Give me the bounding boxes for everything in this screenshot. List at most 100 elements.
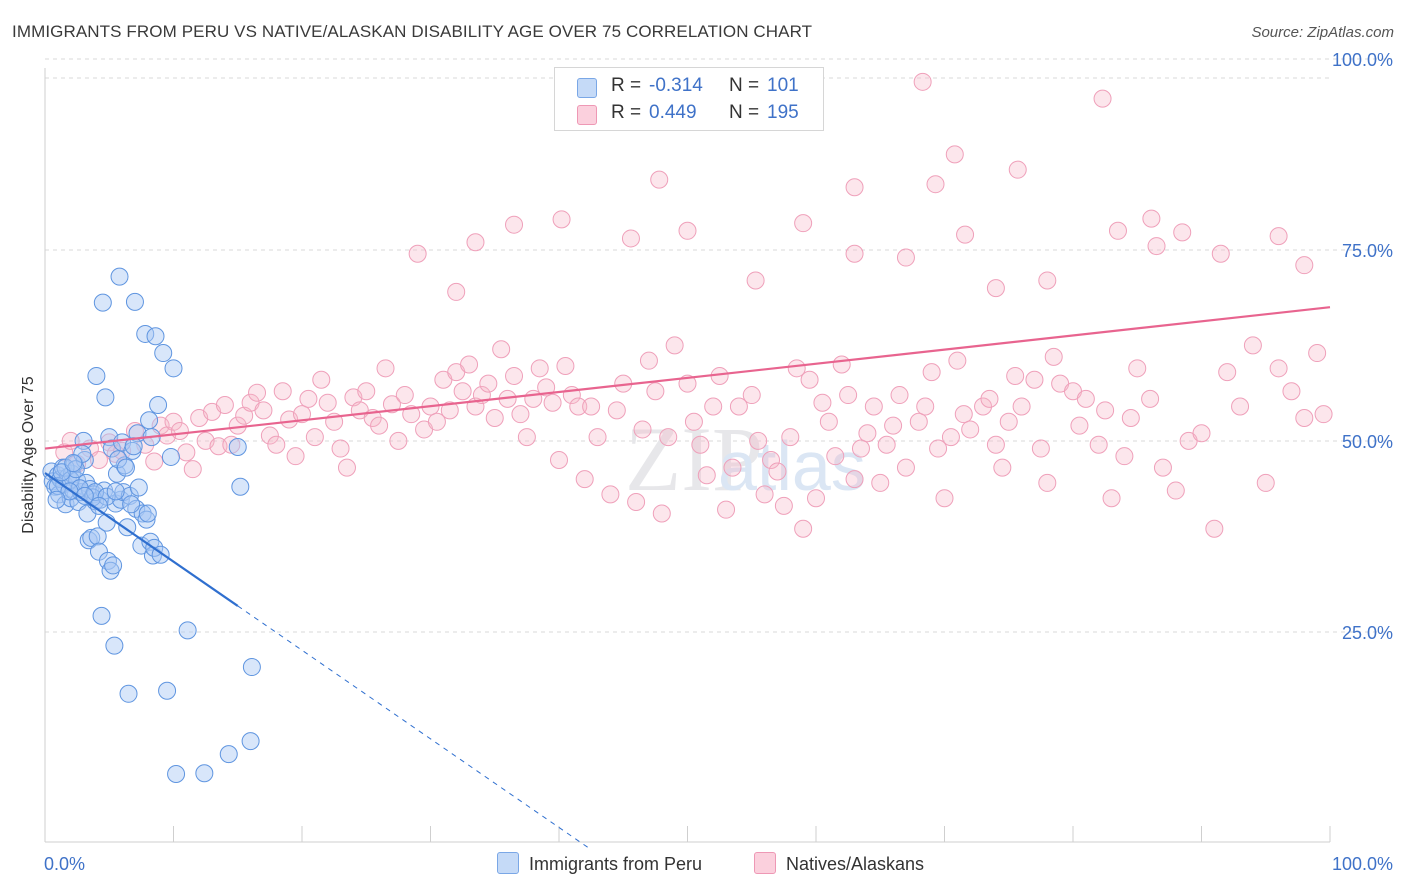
point-natives-alaskans [1218,363,1237,382]
point-immigrants-from-peru [97,487,116,506]
point-immigrants-from-peru [87,366,106,385]
series-natives-alaskans [55,72,1333,538]
point-natives-alaskans [704,397,723,416]
point-natives-alaskans [1008,160,1027,179]
point-natives-alaskans [742,386,761,405]
point-natives-alaskans [305,428,324,447]
point-immigrants-from-peru [92,606,111,625]
tick-labels: 25.0% 50.0% 75.0% 100.0% 0.0% 100.0% [44,50,1393,874]
point-immigrants-from-peru [116,458,135,477]
point-natives-alaskans [948,351,967,370]
point-natives-alaskans [999,412,1018,431]
point-natives-alaskans [1115,447,1134,466]
point-natives-alaskans [575,470,594,489]
point-natives-alaskans [177,443,196,462]
point-natives-alaskans [993,458,1012,477]
point-natives-alaskans [273,382,292,401]
point-natives-alaskans [926,175,945,194]
point-immigrants-from-peru [228,438,247,457]
point-immigrants-from-peru [93,293,112,312]
watermark: ZIP atlas [625,408,866,510]
point-natives-alaskans [941,428,960,447]
point-natives-alaskans [485,408,504,427]
point-natives-alaskans [916,397,935,416]
point-natives-alaskans [318,393,337,412]
watermark-zip: ZIP [625,408,763,510]
point-natives-alaskans [453,382,472,401]
legend-label-natives: Natives/Alaskans [786,854,925,874]
point-natives-alaskans [408,244,427,263]
point-natives-alaskans [755,485,774,504]
point-natives-alaskans [986,279,1005,298]
point-natives-alaskans [621,229,640,248]
point-natives-alaskans [517,428,536,447]
n-label: N = [729,102,760,123]
y-tick-label: 50.0% [1342,432,1393,452]
point-natives-alaskans [215,395,234,414]
point-natives-alaskans [665,336,684,355]
point-natives-alaskans [460,355,479,374]
point-natives-alaskans [954,405,973,424]
legend-swatch-peru [497,852,519,874]
point-natives-alaskans [582,397,601,416]
point-natives-alaskans [511,405,530,424]
y-tick-label: 25.0% [1342,623,1393,643]
point-natives-alaskans [1147,237,1166,256]
point-natives-alaskans [447,282,466,301]
point-natives-alaskans [1211,244,1230,263]
natives-swatch [577,105,597,125]
point-natives-alaskans [1096,401,1115,420]
point-immigrants-from-peru [101,561,120,580]
point-natives-alaskans [267,435,286,454]
chart-title: IMMIGRANTS FROM PERU VS NATIVE/ALASKAN D… [12,22,813,41]
source-attribution: Source: ZipAtlas.com [1251,24,1394,41]
point-immigrants-from-peru [149,395,168,414]
peru-swatch [577,78,597,98]
point-natives-alaskans [530,359,549,378]
point-natives-alaskans [684,412,703,431]
point-natives-alaskans [961,420,980,439]
point-natives-alaskans [845,244,864,263]
point-natives-alaskans [659,428,678,447]
point-natives-alaskans [1093,89,1112,108]
point-natives-alaskans [929,439,948,458]
point-natives-alaskans [913,72,932,91]
point-natives-alaskans [746,271,765,290]
point-natives-alaskans [601,485,620,504]
point-natives-alaskans [331,439,350,458]
point-immigrants-from-peru [47,490,66,509]
point-immigrants-from-peru [105,636,124,655]
point-natives-alaskans [479,374,498,393]
n-label: N = [729,75,760,96]
point-natives-alaskans [569,397,588,416]
point-natives-alaskans [588,428,607,447]
point-immigrants-from-peru [102,439,121,458]
point-natives-alaskans [254,401,273,420]
point-natives-alaskans [1038,473,1057,492]
point-natives-alaskans [896,248,915,267]
point-natives-alaskans [1231,397,1250,416]
point-natives-alaskans [89,451,108,469]
point-immigrants-from-peru [154,344,173,363]
point-immigrants-from-peru [167,765,186,784]
point-natives-alaskans [858,424,877,443]
series-immigrants-from-peru [42,267,261,784]
point-immigrants-from-peru [106,482,125,501]
point-immigrants-from-peru [82,528,101,547]
point-natives-alaskans [389,431,408,450]
point-natives-alaskans [286,447,305,466]
point-natives-alaskans [1153,458,1172,477]
point-immigrants-from-peru [146,327,165,346]
r-value: 0.449 [649,102,697,123]
point-natives-alaskans [556,357,575,376]
trend-line-immigrants-from-peru [44,472,239,607]
point-natives-alaskans [980,389,999,408]
y-tick-label: 100.0% [1332,50,1393,70]
point-natives-alaskans [627,493,646,512]
point-immigrants-from-peru [140,411,159,430]
point-immigrants-from-peru [231,477,250,496]
point-natives-alaskans [922,363,941,382]
point-natives-alaskans [537,378,556,397]
point-immigrants-from-peru [89,496,108,515]
